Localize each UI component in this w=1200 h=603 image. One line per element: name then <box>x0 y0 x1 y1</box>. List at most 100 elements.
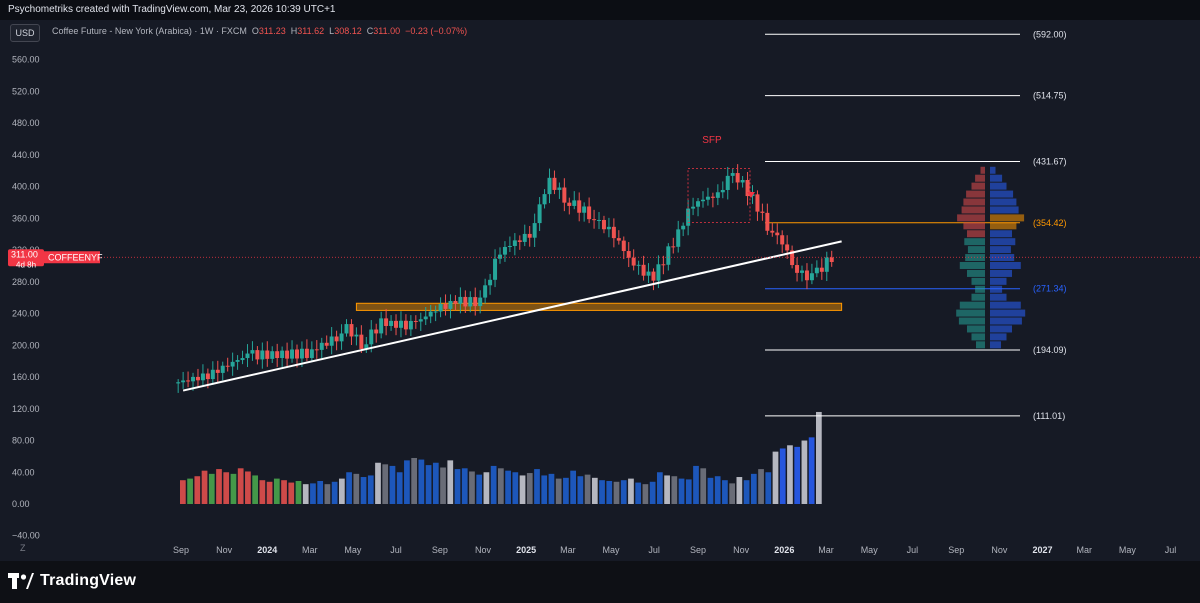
ticker-tag <box>44 251 100 264</box>
volume-bar <box>534 469 540 504</box>
candle-body <box>379 318 384 334</box>
candle-body <box>819 267 824 272</box>
tradingview-logo[interactable]: TradingView <box>8 572 136 590</box>
volume-bar <box>801 440 808 504</box>
volume-bar <box>512 472 519 504</box>
volume-bar <box>787 445 793 504</box>
candle-body <box>681 225 686 230</box>
volume-profile-bar-left <box>967 325 985 333</box>
candle-body <box>785 244 790 251</box>
candle-body <box>522 233 527 242</box>
volume-bar <box>346 472 352 504</box>
attribution-bar: Psychometriks created with TradingView.c… <box>0 0 1200 20</box>
x-axis-tick-label: Sep <box>432 545 448 555</box>
x-axis-tick-label: Mar <box>818 545 834 555</box>
candle-body <box>176 382 181 384</box>
candle-body <box>354 334 359 337</box>
candle-body <box>795 265 800 273</box>
close-value: 311.00 <box>373 26 401 36</box>
volume-bar <box>519 475 526 504</box>
candle-body <box>458 296 463 304</box>
volume-bar <box>628 478 634 504</box>
volume-bar <box>201 470 208 504</box>
zoom-reset-button[interactable]: Z <box>20 543 26 553</box>
candle-body <box>765 212 770 231</box>
volume-bar <box>700 468 707 504</box>
volume-bar <box>541 475 548 504</box>
candle-body <box>532 223 537 238</box>
candle-body <box>324 342 329 346</box>
candle-body <box>349 324 354 337</box>
candle-body <box>428 311 433 317</box>
volume-profile-bar-left <box>959 301 985 309</box>
candle-body <box>502 246 507 255</box>
volume-profile-bar-left <box>975 285 985 293</box>
close-label: C <box>366 26 374 36</box>
currency-button[interactable]: USD <box>10 24 40 42</box>
x-axis-tick-label: Sep <box>948 545 964 555</box>
candle-body <box>314 349 319 351</box>
x-axis-tick-label: Mar <box>1076 545 1092 555</box>
volume-profile-bar-left <box>976 341 985 349</box>
candle-body <box>537 204 542 224</box>
candle-body <box>473 297 478 307</box>
candle-body <box>686 208 691 226</box>
candle-body <box>344 324 349 334</box>
candle-body <box>250 350 255 354</box>
candle-body <box>334 336 339 342</box>
candle-body <box>443 303 448 309</box>
candle-body <box>270 351 275 359</box>
volume-profile-bar-right <box>990 190 1014 198</box>
candle-body <box>547 177 552 195</box>
volume-bar <box>237 468 244 504</box>
y-axis-tick-label: 120.00 <box>12 404 40 414</box>
candle-body <box>240 358 245 361</box>
volume-profile-bar-left <box>971 182 985 190</box>
candle-body <box>804 270 809 281</box>
volume-bar <box>245 471 251 504</box>
volume-bar <box>476 474 483 504</box>
x-axis-tick-label: May <box>603 545 621 555</box>
volume-bar <box>208 473 215 504</box>
volume-bar <box>266 481 273 504</box>
candle-body <box>438 303 443 312</box>
candle-body <box>740 180 745 183</box>
volume-profile-bar-left <box>963 222 985 230</box>
volume-bar <box>642 484 649 504</box>
volume-profile-bar-right <box>990 269 1012 277</box>
volume-bar <box>360 477 367 504</box>
volume-profile-bar-right <box>990 301 1021 309</box>
volume-bar <box>714 476 721 504</box>
volume-bar <box>281 480 287 504</box>
y-axis-tick-label: −40.00 <box>12 531 40 541</box>
volume-bar <box>295 480 302 504</box>
candle-body <box>770 230 775 233</box>
level-label: (111.01) <box>1033 411 1065 421</box>
candle-body <box>601 219 606 230</box>
candle-body <box>824 257 829 272</box>
volume-profile-bar-left <box>963 198 985 206</box>
volume-profile-bar-left <box>971 293 985 301</box>
volume-bar <box>620 480 627 504</box>
volume-bar <box>750 473 757 504</box>
candle-body <box>215 369 220 373</box>
candle-body <box>186 380 191 382</box>
volume-bar <box>729 483 735 504</box>
last-price-label: 311.00 <box>11 249 38 259</box>
volume-profile-bar-right <box>990 261 1021 269</box>
volume-profile-bar-right <box>990 222 1017 230</box>
candle-body <box>562 187 567 203</box>
volume-bar <box>577 476 584 504</box>
candle-body <box>567 202 572 206</box>
y-axis-tick-label: 200.00 <box>12 340 40 350</box>
y-axis-tick-label: 360.00 <box>12 213 40 223</box>
candle-body <box>299 348 304 359</box>
brand-name: TradingView <box>40 572 137 589</box>
volume-bar <box>671 476 678 504</box>
y-axis-tick-label: 560.00 <box>12 55 40 65</box>
volume-profile-bar-right <box>990 166 996 174</box>
symbol-name: Coffee Future - New York (Arabica) · 1W … <box>52 26 247 36</box>
candle-body <box>636 264 641 266</box>
volume-bar <box>230 473 237 504</box>
